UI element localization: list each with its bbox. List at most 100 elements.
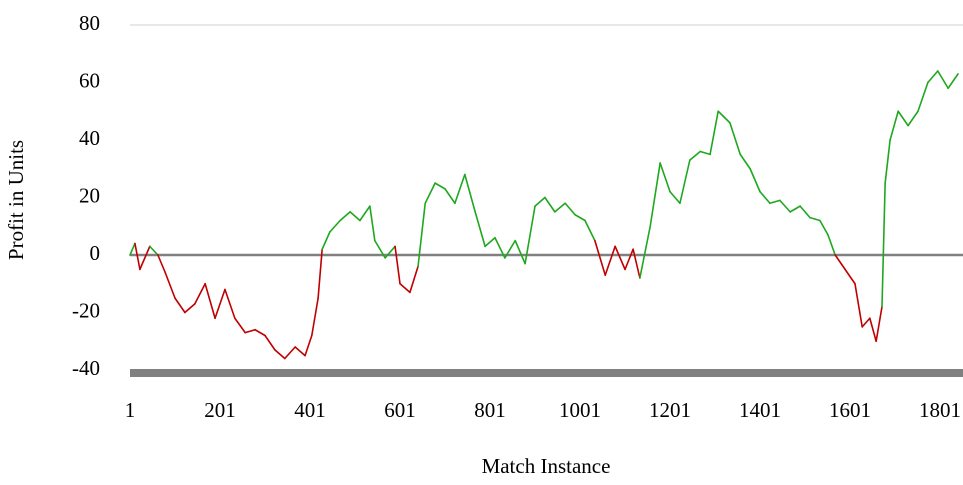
y-axis-label: Profit in Units [4,140,28,260]
line-segment [359,205,371,222]
x-tick-label: 601 [384,398,416,422]
line-segment [409,265,419,294]
line-segment [819,219,829,236]
y-tick-label: 0 [90,241,101,265]
line-segment [374,239,386,259]
line-segment [897,110,909,127]
line-segment [184,303,196,314]
line-segment [399,282,411,294]
line-segment [604,245,616,276]
line-segment [869,317,877,343]
x-tick-label: 201 [204,398,236,422]
line-segment [394,245,401,285]
x-tick-label: 801 [474,398,506,422]
line-segment [574,213,586,222]
x-tick-label: 1601 [829,398,871,422]
line-segment [494,236,506,259]
y-tick-label: 80 [79,11,100,35]
line-segment [759,190,771,205]
line-segment [861,317,871,328]
line-segment [614,245,626,271]
line-segment [214,288,226,320]
line-segment [717,110,731,124]
line-segment [534,196,546,207]
line-segment [649,162,661,228]
line-segment [134,242,141,271]
line-segment [544,196,556,213]
line-segment [164,271,176,299]
x-tick-label: 1 [125,398,136,422]
line-segment [294,346,306,357]
line-segment [834,254,846,271]
line-segment [311,297,319,337]
line-segment [632,248,641,279]
line-segment [827,234,836,256]
line-segment [927,70,939,84]
y-tick-label: 40 [79,126,100,150]
line-segment [254,328,266,337]
y-tick-label: -40 [72,356,100,380]
x-axis-label: Match Instance [482,454,611,478]
line-segment [779,199,791,213]
line-segment [689,150,701,161]
line-segment [434,182,446,190]
y-tick-label: 20 [79,183,100,207]
line-segment [284,346,296,360]
line-segment [464,173,476,213]
line-segment [329,219,341,233]
line-segment [149,245,159,256]
y-tick-label: -20 [72,298,100,322]
line-segment [639,225,652,279]
line-segment [789,205,801,213]
line-segment [884,139,891,184]
line-segment [304,334,313,357]
line-segment [514,239,526,265]
line-segment [594,239,607,276]
line-segment [875,305,883,343]
line-segment [881,182,886,308]
line-segment [417,202,427,268]
y-tick-label: 60 [79,68,100,92]
x-tick-label: 401 [294,398,326,422]
x-tick-label: 1401 [739,398,781,422]
line-segment [234,317,247,334]
line-segment [474,211,486,248]
line-segment [194,282,206,305]
line-segment [484,236,496,248]
line-segment [339,211,351,222]
line-segment [889,110,899,141]
line-segment [809,216,821,222]
line-segment [224,288,236,320]
line-segment [174,297,186,314]
line-segment [454,173,466,205]
line-segment [729,121,742,156]
line-segment [444,188,456,205]
line-segment [524,205,536,265]
line-segment [907,110,919,127]
line-segment [844,268,856,285]
line-segment [624,248,634,271]
line-segment [424,182,436,205]
line-segment [917,81,929,113]
line-segment [504,239,517,259]
line-segment [564,202,576,216]
line-segment [274,349,286,360]
line-segment [554,202,566,213]
line-segment [936,70,949,90]
line-segment [769,199,781,205]
line-segment [669,190,681,205]
line-segment [157,254,166,274]
line-segment [317,248,323,299]
line-segment [659,162,671,193]
x-tick-label: 1201 [649,398,691,422]
line-segment [854,282,863,328]
line-segment [349,211,361,222]
line-segment [129,242,136,256]
line-segment [947,73,959,90]
line-segment [139,245,151,271]
line-segment [709,110,719,156]
x-tick-label: 1001 [559,398,601,422]
line-segment [384,245,396,259]
